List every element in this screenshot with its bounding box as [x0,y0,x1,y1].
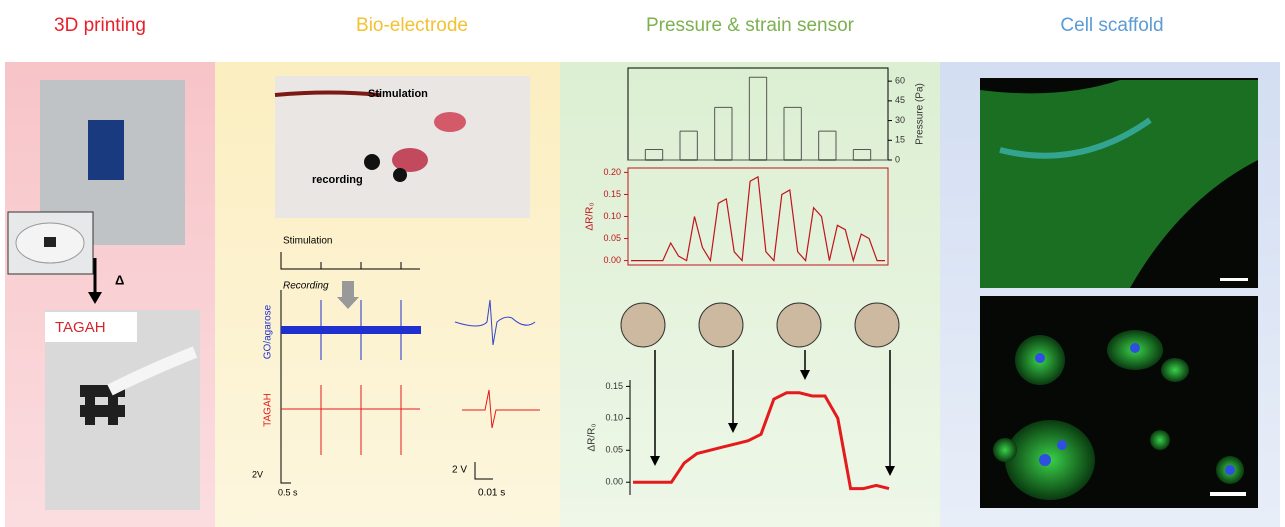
panel-title: 3D printing [54,15,146,36]
scale-label: 0.5 s [278,487,298,497]
delta-label: Δ [115,272,124,287]
y-tick-label: 0.15 [603,189,621,199]
sample [44,237,56,247]
y-tick-label: 0.10 [605,413,623,423]
figure: 3D printing Bio-electrode Pressure & str… [0,0,1285,527]
y-tick-label: 30 [895,115,905,125]
y-tick-label: 0.05 [605,445,623,455]
tissue [392,148,428,172]
page: 3D printing Bio-electrode Pressure & str… [0,0,1285,527]
panel-title: Bio-electrode [356,15,468,36]
trace-label: Stimulation [283,236,332,247]
printer-head [88,120,124,180]
y-tick-label: 0.10 [603,211,621,221]
y-axis-label: ΔR/R₀ [585,202,596,230]
y-tick-label: 0.05 [603,233,621,243]
trace-label: GO/agarose [263,304,274,359]
photo-label: recording [312,174,363,186]
material-label: TAGAH [55,319,106,336]
y-axis-label: ΔR/R₀ [587,423,598,451]
panel-bg [560,62,940,527]
scale-label: 2V [252,469,263,479]
photo-label: Stimulation [368,88,428,100]
y-tick-label: 0.15 [605,381,623,391]
trace-label: TAGAH [263,393,274,427]
panel-title: Pressure & strain sensor [646,15,855,36]
scale-label: 0.01 s [478,488,505,499]
scale-label: 2 V [452,465,467,476]
y-tick-label: 60 [895,76,905,86]
y-tick-label: 45 [895,95,905,105]
scale-bar [1220,278,1248,281]
y-tick-label: 0.00 [603,255,621,265]
scale-bar [1210,492,1246,496]
electrode [364,154,380,170]
y-axis-label: Pressure (Pa) [915,83,926,145]
tissue [434,112,466,132]
y-tick-label: 0.00 [605,477,623,487]
y-tick-label: 15 [895,135,905,145]
electrode [393,168,407,182]
go-trace [281,326,421,334]
trace-label: Recording [283,281,329,292]
y-tick-label: 0.20 [603,167,621,177]
panel-title: Cell scaffold [1060,15,1163,36]
y-tick-label: 0 [895,154,900,164]
